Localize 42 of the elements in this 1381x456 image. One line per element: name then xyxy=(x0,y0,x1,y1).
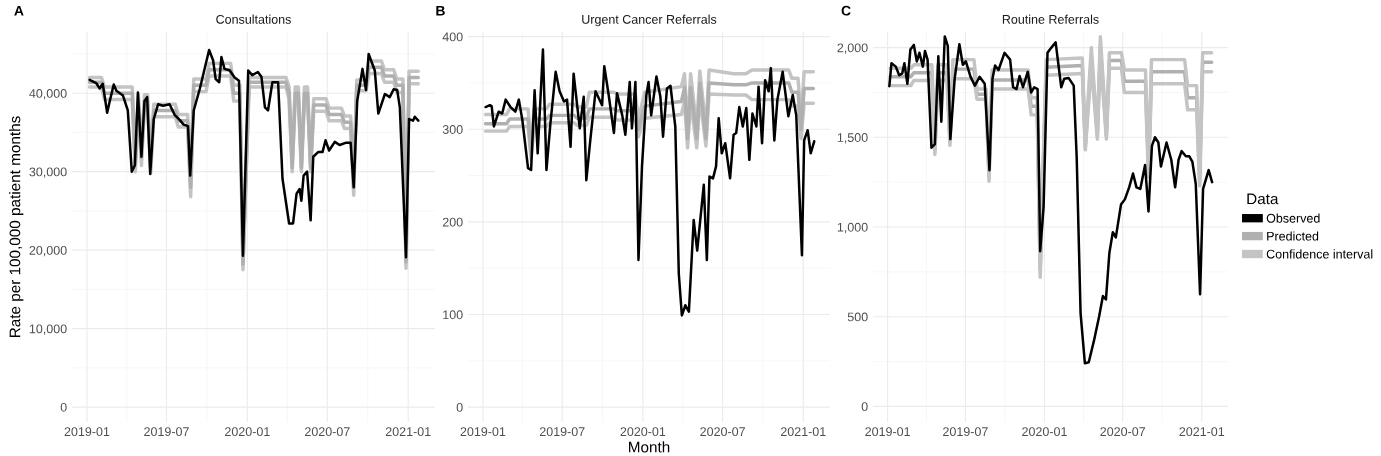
y-tick-label: 20,000 xyxy=(29,245,67,257)
x-tick-label: 2020-07 xyxy=(700,427,745,437)
text: A xyxy=(14,5,24,16)
x-tick-label: 2019-07 xyxy=(144,427,189,437)
legend-label: Observed xyxy=(1266,213,1320,223)
text: B xyxy=(436,5,445,16)
x-tick-label: 2021-01 xyxy=(1179,427,1225,437)
y-tick-label: 40,000 xyxy=(29,89,67,100)
y-tick-label: 1,500 xyxy=(837,133,868,144)
y-tick-label: 0 xyxy=(861,402,868,412)
chart-title: Consultations xyxy=(216,14,291,24)
chart-title: Urgent Cancer Referrals xyxy=(582,14,717,27)
x-tick-label: 2019-01 xyxy=(865,427,910,437)
x-tick-label: 2019-01 xyxy=(64,427,110,437)
x-tick-label: 2019-07 xyxy=(943,427,988,437)
x-tick-label: 2020-01 xyxy=(1022,427,1067,437)
y-tick-label: 400 xyxy=(442,32,463,42)
x-tick-label: 2020-01 xyxy=(225,427,270,437)
y-tick-label: 0 xyxy=(60,402,67,412)
x-tick-label: 2019-07 xyxy=(539,427,585,437)
y-axis-title: Rate per 100,000 patient months xyxy=(9,116,24,337)
x-tick-label: 2019-01 xyxy=(460,427,506,437)
x-tick-label: 2021-01 xyxy=(385,427,431,437)
legend-label: Confidence interval xyxy=(1266,249,1373,259)
x-tick-label: 2020-07 xyxy=(1100,427,1146,437)
legend-title: Data xyxy=(1247,193,1279,205)
x-tick-label: 2020-07 xyxy=(305,427,350,437)
y-tick-label: 0 xyxy=(456,402,463,412)
y-tick-label: 300 xyxy=(442,125,463,134)
text: C xyxy=(841,5,851,16)
x-axis-title: Month xyxy=(629,441,670,453)
y-tick-label: 30,000 xyxy=(29,167,67,178)
y-tick-label: 10,000 xyxy=(29,324,67,335)
x-tick-label: 2021-01 xyxy=(780,427,826,437)
y-tick-label: 2,000 xyxy=(837,43,868,54)
y-tick-label: 500 xyxy=(847,312,868,322)
legend-label: Predicted xyxy=(1267,231,1319,241)
chart-title: Routine Referrals xyxy=(1002,14,1099,24)
y-tick-label: 100 xyxy=(443,310,463,320)
x-tick-label: 2020-01 xyxy=(620,427,666,437)
y-tick-label: 200 xyxy=(442,217,463,227)
y-tick-label: 1,000 xyxy=(837,222,868,234)
